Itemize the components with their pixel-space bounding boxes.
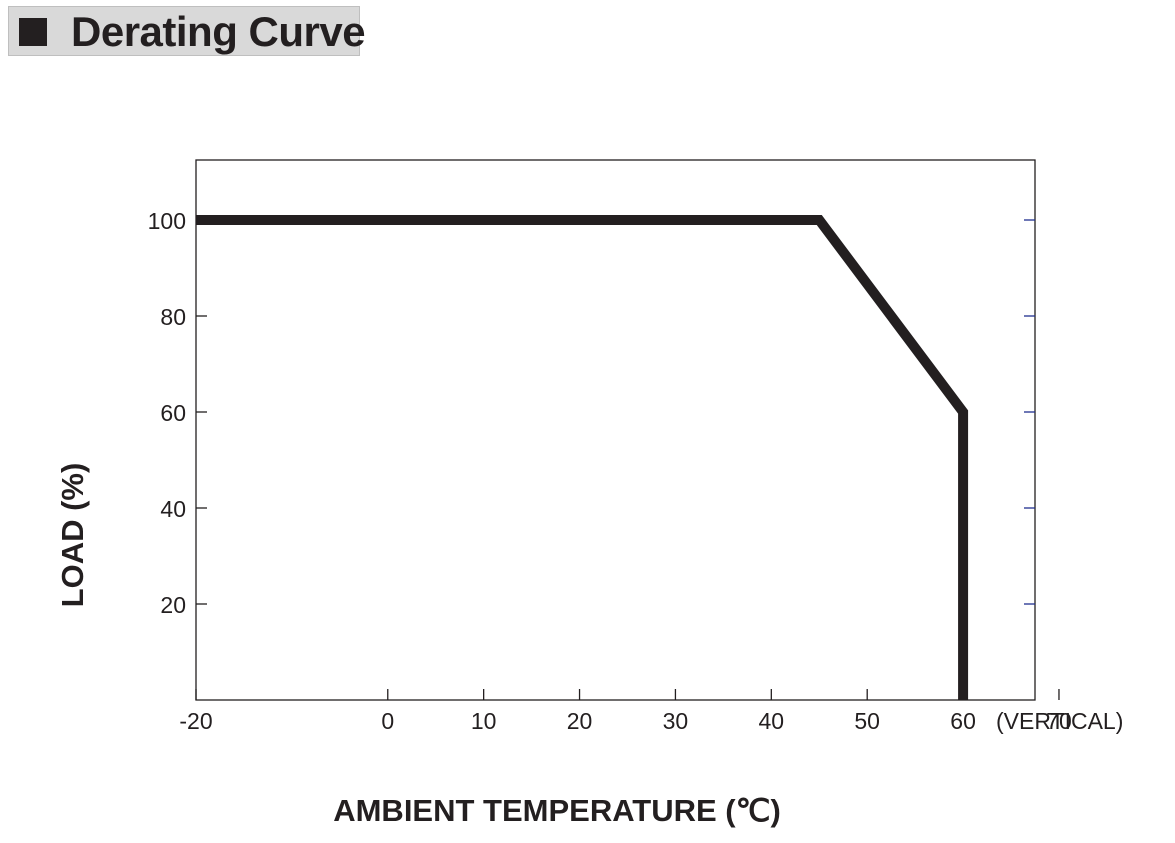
x-tick-label: 70 bbox=[1046, 708, 1072, 734]
y-tick-label: 80 bbox=[160, 304, 186, 330]
x-tick-label: 0 bbox=[381, 708, 394, 734]
right-axis-ticks bbox=[1024, 219, 1035, 605]
y-axis-ticks: 20 40 60 80 100 bbox=[148, 208, 207, 618]
y-axis-title: LOAD (%) bbox=[55, 463, 90, 608]
title-banner: Derating Curve bbox=[8, 6, 366, 56]
y-tick-label: 60 bbox=[160, 400, 186, 426]
x-tick-label: 10 bbox=[471, 708, 497, 734]
y-tick-label: 20 bbox=[160, 592, 186, 618]
x-axis-note: (VERTICAL) bbox=[996, 708, 1123, 734]
x-tick-label: 60 bbox=[950, 708, 976, 734]
x-tick-label: 30 bbox=[663, 708, 689, 734]
plot-frame bbox=[195, 159, 1036, 701]
x-tick-label: -20 bbox=[179, 708, 212, 734]
y-tick-label: 40 bbox=[160, 496, 186, 522]
title-bullet-square bbox=[19, 18, 47, 46]
x-axis-ticks: -20 0 10 20 30 40 50 60 70 bbox=[179, 689, 1072, 734]
derating-curve-line bbox=[196, 215, 969, 700]
x-axis-title: AMBIENT TEMPERATURE (℃) bbox=[333, 793, 781, 828]
x-tick-label: 40 bbox=[759, 708, 785, 734]
y-tick-label: 100 bbox=[148, 208, 186, 234]
page-title: Derating Curve bbox=[71, 8, 366, 55]
x-tick-label: 20 bbox=[567, 708, 593, 734]
x-tick-label: 50 bbox=[854, 708, 880, 734]
